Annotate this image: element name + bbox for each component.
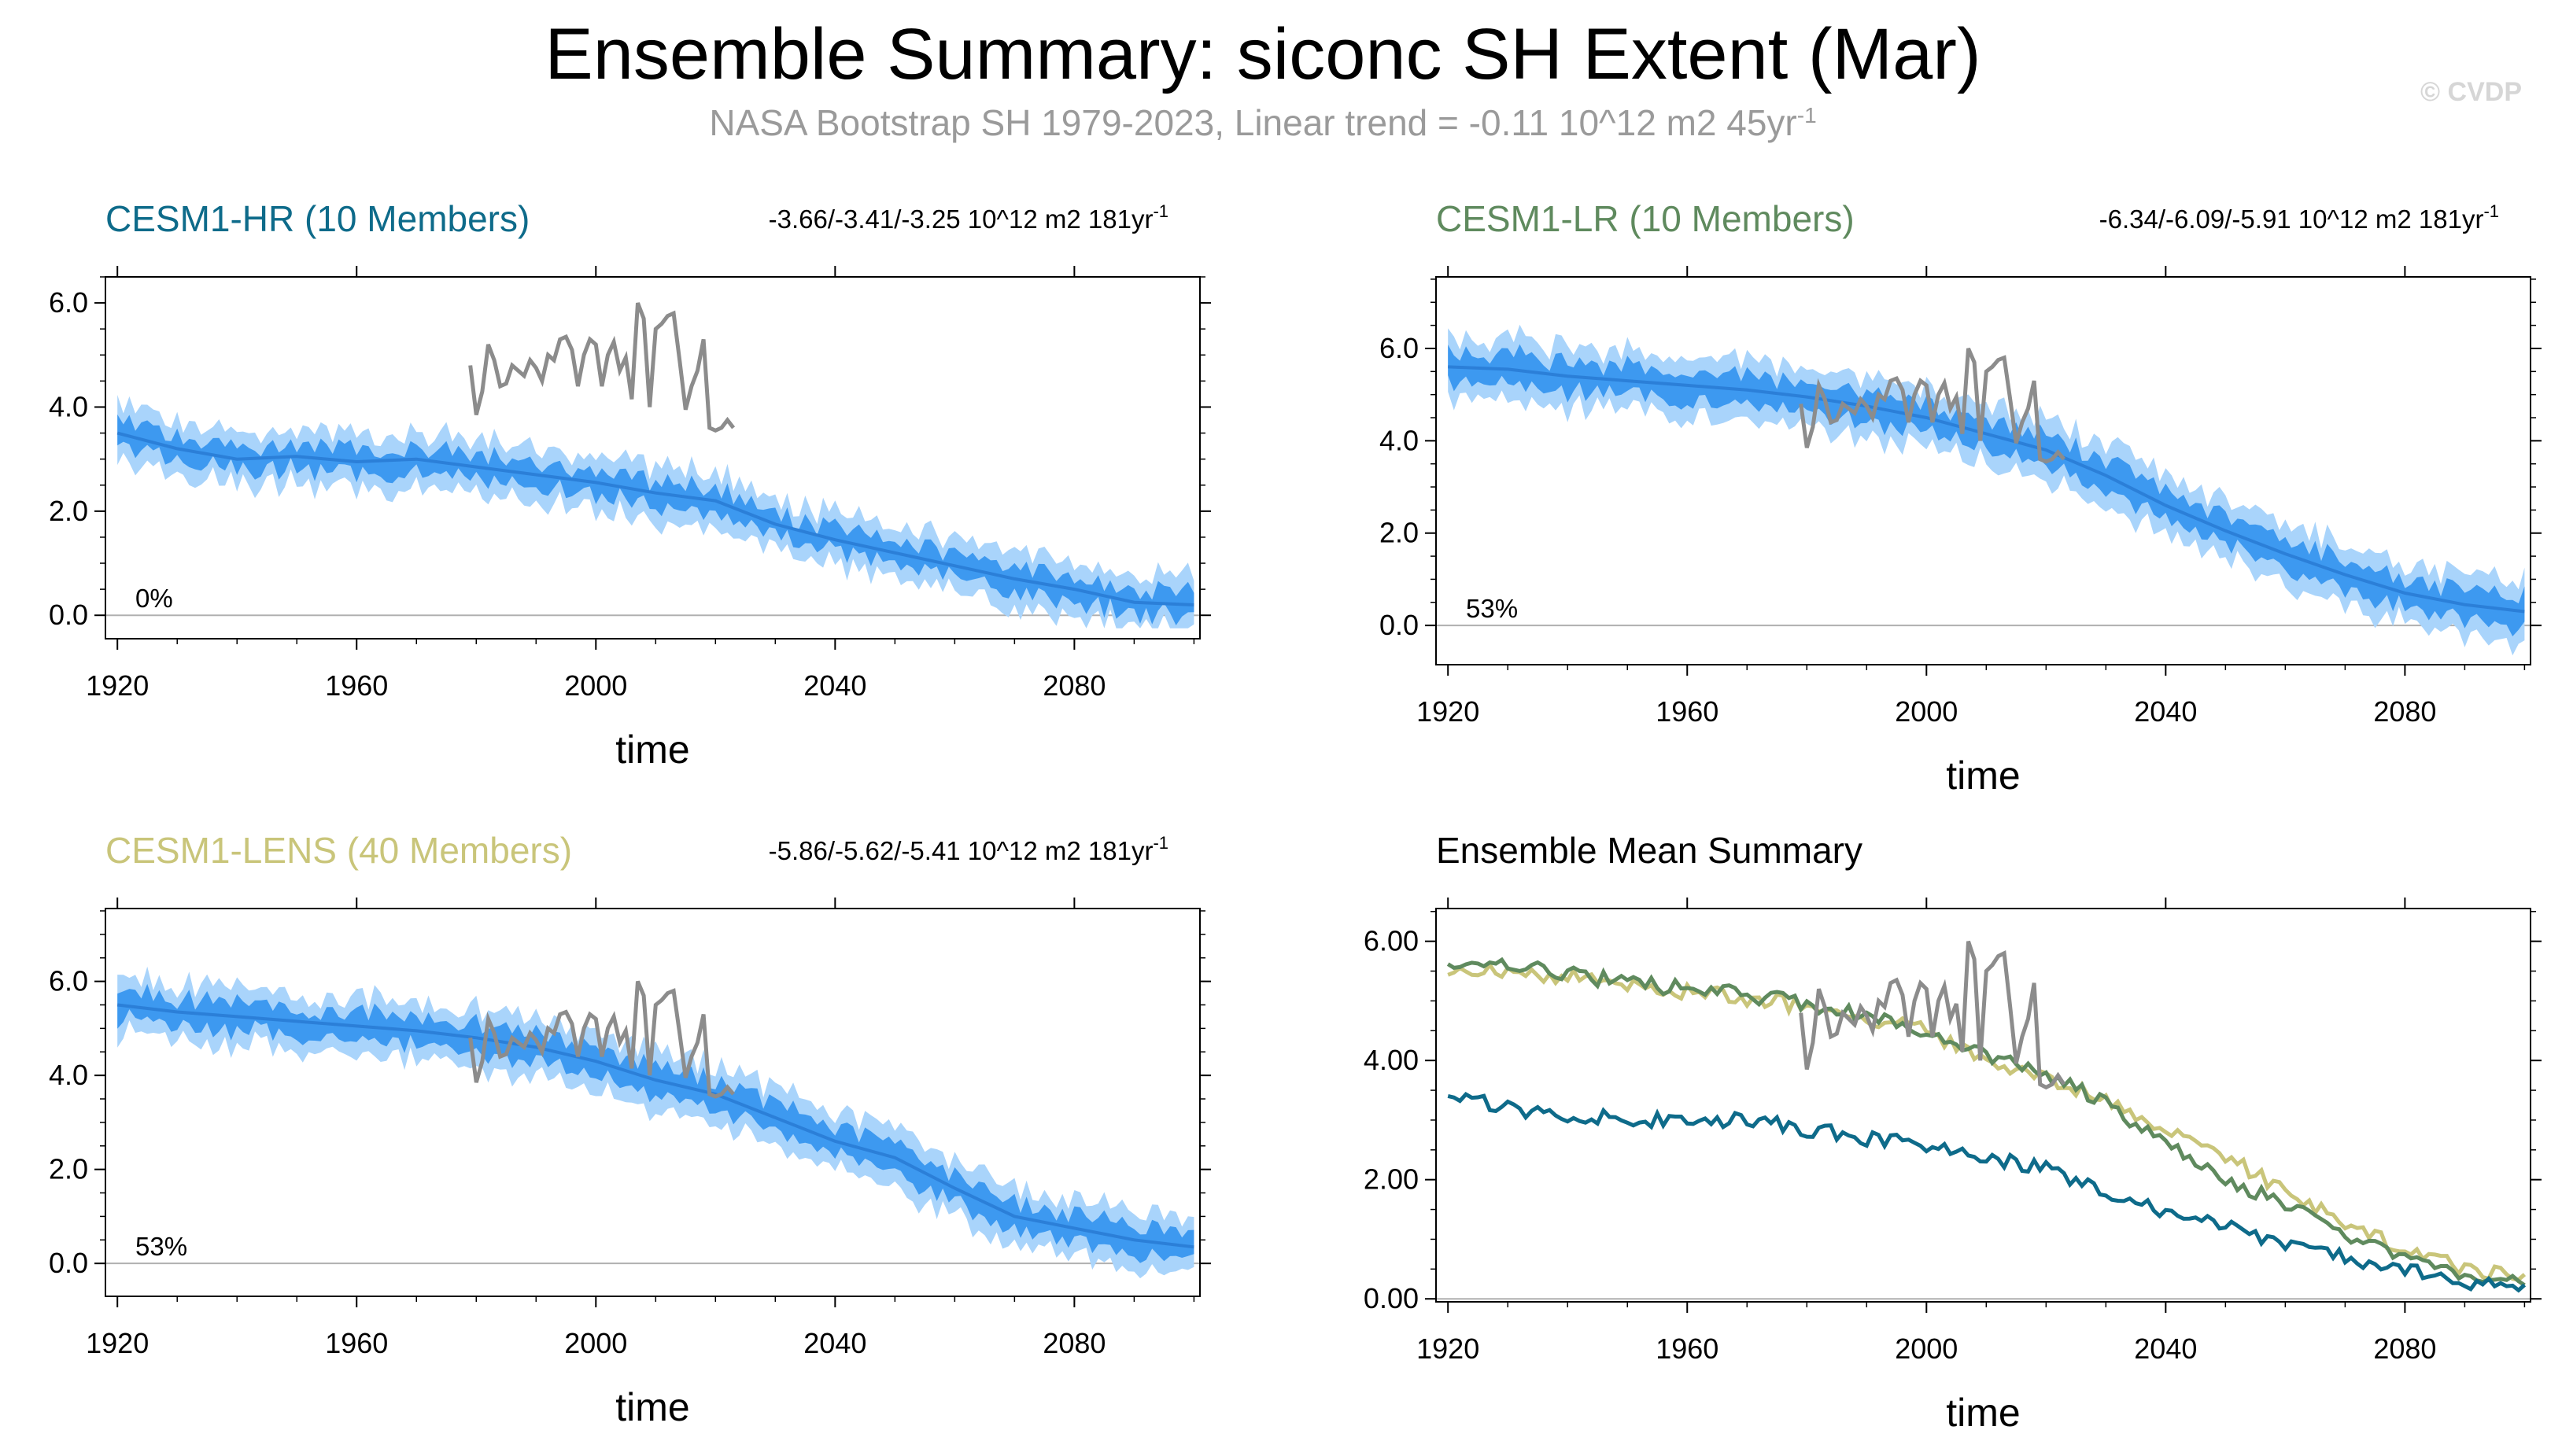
observation-line — [468, 302, 736, 433]
y-tick-label: 2.0 — [49, 1153, 88, 1185]
x-axis-title: time — [615, 728, 689, 772]
x-tick-label: 1960 — [325, 1327, 388, 1359]
x-tick-label: 1960 — [325, 669, 388, 702]
ensemble-mean-line — [1448, 365, 2525, 614]
x-tick-label: 2040 — [2134, 695, 2197, 728]
x-axis: 1920 1960 2000 2040 2080 — [86, 898, 1195, 1359]
observation-line — [1799, 940, 2066, 1090]
y-tick-label: 6.0 — [49, 286, 88, 319]
panel-title-summary: Ensemble Mean Summary — [1436, 830, 1862, 871]
x-axis: 1920 1960 2000 2040 2080 — [86, 266, 1195, 702]
x-tick-label: 1920 — [1416, 695, 1479, 728]
trend-sup: -1 — [1153, 201, 1168, 221]
chart-panel-summary: Ensemble Mean Summary 1920 1960 2000 2040 208… — [1364, 830, 2542, 1435]
x-tick-label: 1920 — [1416, 1333, 1479, 1365]
x-tick-label: 2000 — [1895, 695, 1958, 728]
x-tick-label: 1960 — [1656, 695, 1718, 728]
y-tick-label: 0.00 — [1364, 1282, 1419, 1314]
x-axis: 1920 1960 2000 2040 2080 — [1416, 898, 2526, 1365]
figure-title: Ensemble Summary: siconc SH Extent (Mar) — [545, 14, 1981, 94]
x-axis-title: time — [1946, 1391, 2020, 1435]
observation-line — [468, 980, 736, 1099]
y-tick-label: 4.0 — [1379, 424, 1419, 456]
y-axis: 0.0 2.0 4.0 6.0 — [49, 910, 1211, 1279]
chart-panel-lens: CESM1-LENS (40 Members) -5.86/-5.62/-5.41… — [49, 830, 1211, 1429]
y-tick-label: 2.0 — [1379, 517, 1419, 549]
x-axis-title: time — [615, 1385, 689, 1429]
y-tick-label: 0.0 — [49, 1247, 88, 1279]
x-tick-label: 2080 — [1043, 1327, 1106, 1359]
trend-value: -6.34/-6.09/-5.91 10^12 m2 181yr — [2099, 205, 2484, 234]
trend-text-lens: -5.86/-5.62/-5.41 10^12 m2 181yr-1 — [769, 833, 1168, 865]
x-tick-label: 1920 — [86, 1327, 149, 1359]
ensemble-mean-line — [116, 431, 1194, 606]
ensemble-range-band — [117, 395, 1194, 628]
chart-panel-hr: CESM1-HR (10 Members) -3.66/-3.41/-3.25 1… — [49, 198, 1211, 772]
x-tick-label: 2000 — [564, 669, 627, 702]
figure-subtitle-text: NASA Bootstrap SH 1979-2023, Linear tren… — [709, 102, 1796, 143]
x-tick-label: 2080 — [2373, 695, 2436, 728]
x-axis-title: time — [1946, 754, 2020, 798]
trend-text-lr: -6.34/-6.09/-5.91 10^12 m2 181yr-1 — [2099, 201, 2499, 234]
x-tick-label: 2080 — [2373, 1333, 2436, 1365]
series-line-cesm1-lr — [1446, 957, 2526, 1287]
trend-value: -3.66/-3.41/-3.25 10^12 m2 181yr — [769, 205, 1154, 234]
panel-title-hr: CESM1-HR (10 Members) — [105, 198, 530, 239]
y-tick-label: 4.0 — [49, 390, 88, 422]
y-axis: 0.0 2.0 4.0 6.0 — [49, 276, 1211, 631]
x-tick-label: 2080 — [1043, 669, 1106, 702]
x-tick-label: 2040 — [803, 1327, 866, 1359]
panel-title-lens: CESM1-LENS (40 Members) — [105, 830, 572, 871]
trend-sup: -1 — [2483, 201, 2499, 221]
x-tick-label: 2000 — [1895, 1333, 1958, 1365]
percent-label-lr: 53% — [1466, 594, 1518, 623]
y-tick-label: 6.0 — [1379, 332, 1419, 364]
y-tick-label: 6.00 — [1364, 925, 1419, 957]
trend-sup: -1 — [1153, 833, 1168, 853]
panel-title-lr: CESM1-LR (10 Members) — [1436, 198, 1855, 239]
y-tick-label: 4.0 — [49, 1059, 88, 1091]
ensemble-iqr-band — [117, 414, 1194, 625]
percent-label-lens: 53% — [135, 1232, 187, 1261]
plot-frame — [105, 276, 1201, 640]
cvdp-watermark: © CVDP — [2420, 77, 2522, 107]
y-tick-label: 2.00 — [1364, 1163, 1419, 1196]
chart-panels: CESM1-HR (10 Members) -3.66/-3.41/-3.25 1… — [49, 198, 2542, 1435]
y-tick-label: 2.0 — [49, 495, 88, 527]
figure-subtitle-sup: -1 — [1797, 103, 1817, 127]
series-line-cesm1-lens — [1447, 961, 2527, 1282]
y-tick-label: 6.0 — [49, 965, 88, 997]
y-axis: 0.0 2.0 4.0 6.0 — [1379, 278, 2542, 641]
x-tick-label: 1960 — [1656, 1333, 1718, 1365]
y-tick-label: 4.00 — [1364, 1044, 1419, 1076]
x-axis: 1920 1960 2000 2040 2080 — [1416, 266, 2526, 728]
percent-label-hr: 0% — [135, 584, 173, 613]
plot-frame — [105, 908, 1201, 1297]
observation-line — [1799, 348, 2065, 464]
series-line-cesm1-hr — [1447, 1092, 2527, 1293]
trend-value: -5.86/-5.62/-5.41 10^12 m2 181yr — [769, 836, 1154, 865]
x-tick-label: 2040 — [803, 669, 866, 702]
trend-text-hr: -3.66/-3.41/-3.25 10^12 m2 181yr-1 — [769, 201, 1168, 234]
y-axis: 0.00 2.00 4.00 6.00 — [1364, 911, 2542, 1314]
y-tick-label: 0.0 — [49, 599, 88, 631]
chart-panel-lr: CESM1-LR (10 Members) -6.34/-6.09/-5.91 1… — [1379, 198, 2542, 798]
x-tick-label: 2040 — [2134, 1333, 2197, 1365]
ensemble-iqr-band — [117, 983, 1194, 1263]
figure-subtitle: NASA Bootstrap SH 1979-2023, Linear tren… — [709, 102, 1816, 143]
x-tick-label: 1920 — [86, 669, 149, 702]
y-tick-label: 0.0 — [1379, 609, 1419, 641]
plot-frame — [1435, 908, 2531, 1303]
plot-frame — [1435, 276, 2531, 665]
ensemble-mean-line — [116, 1003, 1194, 1249]
x-tick-label: 2000 — [564, 1327, 627, 1359]
